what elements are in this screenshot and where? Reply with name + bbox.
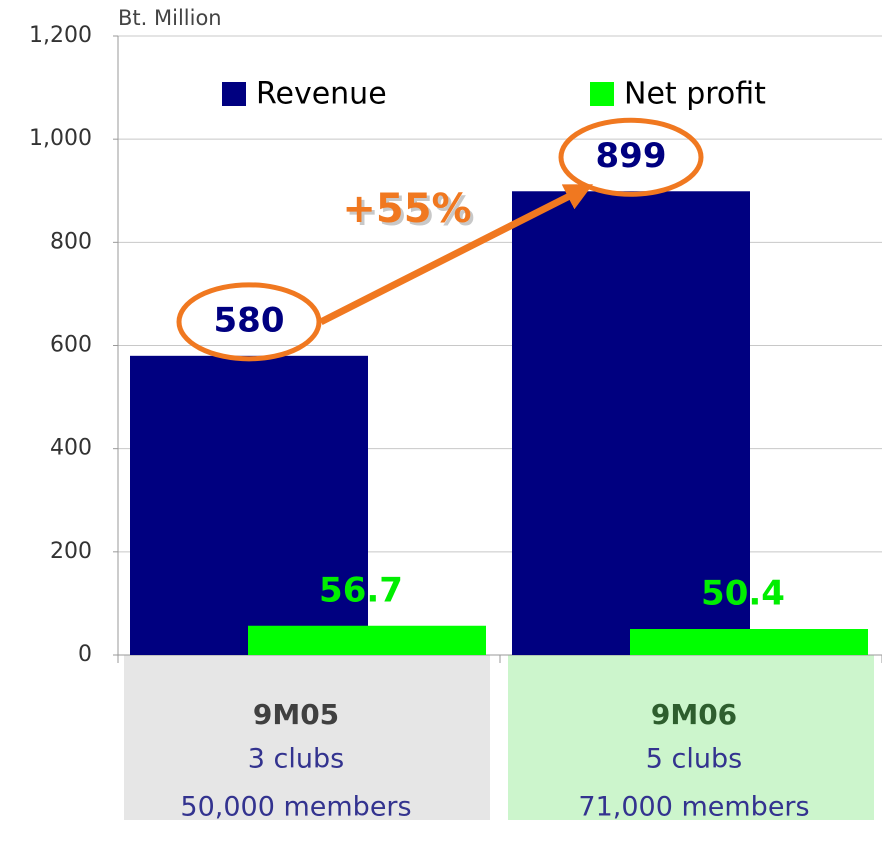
legend-label: Revenue xyxy=(256,77,387,112)
value-label: 580 xyxy=(214,300,285,340)
value-label: 899 xyxy=(596,136,667,176)
highlight-ellipse xyxy=(176,282,322,362)
category-detail: 71,000 members xyxy=(578,792,809,823)
category-box xyxy=(124,655,490,820)
bar xyxy=(630,629,868,655)
category-detail: 50,000 members xyxy=(180,792,411,823)
annotation: +55% xyxy=(342,186,471,232)
category-label: 9M06 xyxy=(651,698,737,731)
y-tick-label: 600 xyxy=(50,333,92,358)
category-detail: 5 clubs xyxy=(646,744,742,775)
annotation-shadow: +55% xyxy=(345,189,474,235)
category-label: 9M05 xyxy=(253,698,339,731)
y-tick-label: 1,000 xyxy=(29,126,92,151)
bar xyxy=(512,191,750,655)
legend-swatch xyxy=(590,82,614,106)
highlight-ellipse xyxy=(558,117,704,197)
y-tick-label: 1,200 xyxy=(29,23,92,48)
y-tick-label: 400 xyxy=(50,436,92,461)
legend-swatch xyxy=(222,82,246,106)
growth-arrow xyxy=(319,184,593,325)
legend-label: Net profit xyxy=(624,77,766,112)
category-box xyxy=(508,655,874,820)
y-axis-label: Bt. Million xyxy=(118,6,222,30)
category-detail: 3 clubs xyxy=(248,744,344,775)
value-label: 56.7 xyxy=(319,570,403,610)
bar xyxy=(248,625,486,655)
y-tick-label: 800 xyxy=(50,229,92,254)
y-tick-label: 200 xyxy=(50,539,92,564)
bar xyxy=(130,355,368,655)
y-tick-label: 0 xyxy=(78,642,92,667)
value-label: 50.4 xyxy=(701,574,785,614)
